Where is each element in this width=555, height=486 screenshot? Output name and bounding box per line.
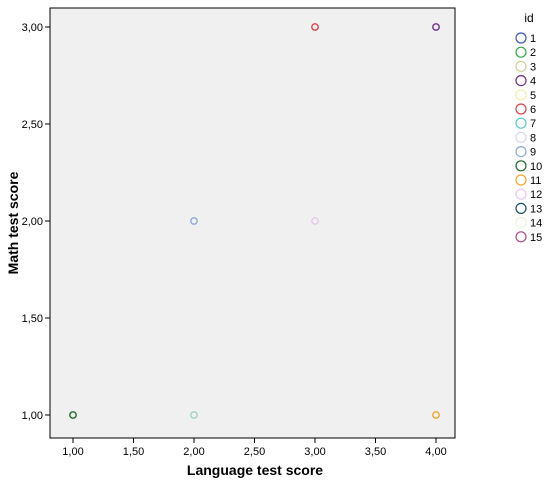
x-tick-label: 3,50: [365, 446, 386, 458]
legend-label-3: 3: [530, 61, 536, 73]
data-points: [69, 23, 440, 419]
x-tick-label: 1,50: [123, 446, 144, 458]
legend-label-10: 10: [530, 161, 542, 173]
legend-label-8: 8: [530, 132, 536, 144]
legend-marker-2: [515, 46, 527, 58]
x-tick-label: 3,00: [304, 446, 325, 458]
legend-marker-5: [515, 89, 527, 101]
x-axis: 1,00 1,50 2,00 2,50 3,00 3,50 4,00: [62, 438, 447, 458]
legend-label-11: 11: [530, 175, 541, 187]
legend-label-12: 12: [530, 189, 542, 201]
y-tick-label: 3,00: [22, 22, 43, 34]
data-point: [190, 411, 198, 419]
legend-marker-6: [515, 103, 527, 115]
data-point-id-9: [190, 217, 198, 225]
y-axis-title: Math test score: [5, 171, 21, 274]
legend-marker-1: [515, 32, 527, 44]
legend-marker-9: [515, 146, 527, 158]
legend-marker-14: [515, 217, 527, 229]
legend-label-9: 9: [530, 147, 536, 159]
data-point-id-12: [311, 217, 319, 225]
x-tick-label: 2,00: [183, 446, 204, 458]
data-point-id-10: [69, 411, 77, 419]
legend-marker-7: [515, 117, 527, 129]
legend-label-2: 2: [530, 47, 536, 59]
legend-title: id: [524, 11, 533, 25]
legend-marker-13: [515, 202, 527, 214]
legend-label-5: 5: [530, 90, 536, 102]
legend-label-14: 14: [530, 218, 542, 230]
y-tick-label: 2,50: [22, 119, 43, 131]
y-tick-label: 2,00: [22, 216, 43, 228]
legend-label-15: 15: [530, 232, 542, 244]
x-tick-label: 2,50: [244, 446, 265, 458]
legend-label-6: 6: [530, 104, 536, 116]
data-point-id-4: [432, 23, 440, 31]
legend-marker-15: [515, 231, 527, 243]
legend-label-4: 4: [530, 76, 536, 88]
legend-marker-10: [515, 160, 527, 172]
legend-label-1: 1: [530, 33, 536, 45]
legend-label-13: 13: [530, 203, 542, 215]
legend-marker-11: [515, 174, 527, 186]
x-tick-label: 1,00: [62, 446, 83, 458]
legend-marker-4: [515, 74, 527, 87]
data-point-id-6: [311, 23, 319, 31]
x-axis-title: Language test score: [187, 462, 323, 478]
legend-marker-12: [515, 188, 527, 200]
x-tick-label: 4,00: [425, 446, 446, 458]
data-point-id-11: [432, 411, 440, 419]
legend-marker-3: [515, 60, 527, 73]
legend-label-7: 7: [530, 118, 536, 130]
y-tick-label: 1,50: [22, 313, 43, 325]
legend-marker-8: [515, 131, 527, 143]
plot-area-background: [49, 7, 456, 439]
y-tick-label: 1,00: [22, 410, 43, 422]
y-axis: 1,00 1,50 2,00 2,50 3,00: [22, 22, 50, 422]
